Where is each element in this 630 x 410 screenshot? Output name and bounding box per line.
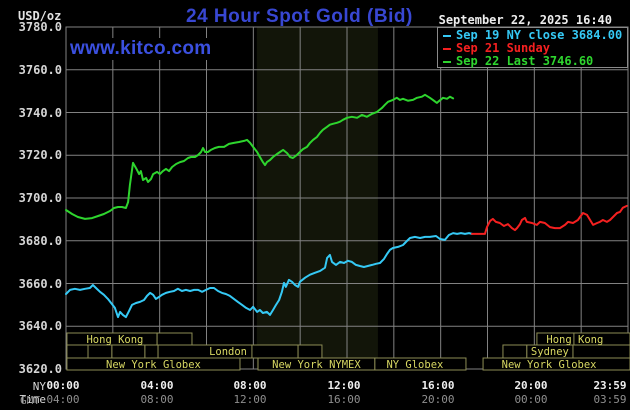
session-box	[297, 344, 323, 359]
legend-label: Sep 19 NY close 3684.00	[456, 28, 623, 42]
session-box	[374, 357, 467, 371]
ny-time-axis-label: NY Time	[19, 380, 47, 406]
legend-dash-icon	[443, 60, 451, 63]
session-label: Sydney	[531, 346, 569, 358]
session-box	[572, 344, 630, 359]
y-tick-label: 3780.0	[18, 20, 62, 34]
x-tick-ny-time: 04:00	[140, 379, 174, 392]
legend-dash-icon	[443, 34, 451, 37]
x-tick-gmt: 08:00	[140, 393, 174, 406]
series-line-sep-21	[471, 204, 628, 235]
x-tick-ny-time: 00:00	[46, 379, 80, 392]
session-box	[87, 344, 113, 359]
y-tick-label: 3640.0	[18, 319, 62, 333]
session-box	[156, 332, 193, 346]
x-tick-ny-time: 08:00	[233, 379, 267, 392]
x-tick-gmt: 16:00	[327, 393, 361, 406]
legend-item: Sep 21 Sunday	[442, 42, 627, 55]
legend-item: Sep 22 Last 3746.60	[442, 55, 627, 68]
session-box	[144, 344, 159, 359]
session-label: Hong Kong	[546, 334, 603, 346]
session-box	[482, 357, 630, 371]
y-tick-label: 3740.0	[18, 106, 62, 120]
kitco-watermark-link[interactable]: www.kitco.com	[67, 38, 215, 60]
session-box	[66, 357, 241, 371]
x-tick-ny-time: 23:59	[593, 379, 627, 392]
x-tick-gmt: 03:59	[593, 393, 627, 406]
series-line-sep-22	[65, 93, 455, 220]
legend-item: Sep 19 NY close 3684.00	[442, 29, 627, 42]
session-label: Hong Kong	[86, 334, 143, 346]
y-tick-label: 3720.0	[18, 148, 62, 162]
legend-label: Sep 22 Last 3746.60	[456, 54, 594, 68]
session-label: New York Globex	[502, 359, 597, 371]
y-tick-label: 3700.0	[18, 191, 62, 205]
x-tick-ny-time: 16:00	[421, 379, 455, 392]
session-box	[111, 344, 146, 359]
x-tick-gmt: 20:00	[421, 393, 455, 406]
session-label: NY Globex	[386, 359, 443, 371]
series-line-sep-19	[65, 232, 473, 319]
session-label: New York NYMEX	[272, 359, 361, 371]
x-tick-ny-time: 20:00	[514, 379, 548, 392]
unit-label: USD/oz	[18, 9, 62, 23]
y-tick-label: 3660.0	[18, 277, 62, 291]
x-tick-ny-time: 12:00	[327, 379, 361, 392]
y-tick-label: 3760.0	[18, 63, 62, 77]
session-label: London	[209, 346, 247, 358]
page-title: 24 Hour Spot Gold (Bid)	[186, 6, 413, 27]
y-tick-label: 3680.0	[18, 234, 62, 248]
legend-label: Sep 21 Sunday	[456, 41, 550, 55]
legend: Sep 19 NY close 3684.00 Sep 21 Sunday Sep …	[437, 27, 628, 68]
x-tick-gmt: 04:00	[46, 393, 80, 406]
x-tick-gmt: 00:00	[514, 393, 548, 406]
gmt-axis-label: GMT	[20, 394, 40, 407]
chart-timestamp: September 22, 2025 16:40	[438, 13, 612, 27]
session-box	[66, 344, 89, 359]
legend-dash-icon	[443, 47, 451, 50]
y-tick-label: 3620.0	[18, 362, 62, 376]
x-tick-gmt: 12:00	[233, 393, 267, 406]
session-label: New York Globex	[106, 359, 201, 371]
session-box	[502, 344, 528, 359]
